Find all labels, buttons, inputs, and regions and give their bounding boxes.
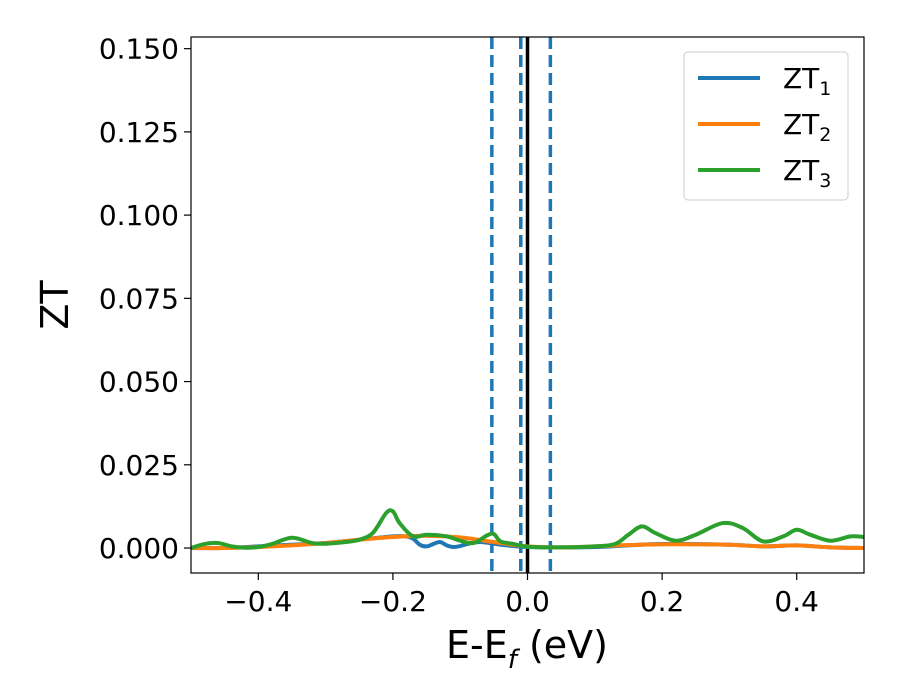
y-tick-label: 0.125	[99, 116, 179, 149]
y-axis: 0.000 0.025 0.050 0.075 0.100 0.125 0.150	[99, 33, 191, 565]
y-tick-label: 0.100	[99, 199, 179, 232]
legend-label-zt3: ZT3	[783, 154, 831, 192]
y-tick-label: 0.075	[99, 282, 179, 315]
legend-label-zt2: ZT2	[783, 108, 831, 146]
series-line-zt3	[191, 508, 864, 551]
legend-label-zt1: ZT1	[783, 62, 831, 100]
x-tick-label: −0.4	[224, 585, 292, 618]
y-tick-label: 0.050	[99, 366, 179, 399]
legend-box	[683, 51, 849, 201]
x-axis-title-base: E-E	[446, 623, 508, 667]
x-axis: −0.4 −0.2 0.0 0.2 0.4	[224, 573, 819, 618]
x-tick-label: 0.2	[640, 585, 685, 618]
reference-lines	[490, 37, 553, 573]
x-tick-label: 0.4	[774, 585, 819, 618]
x-axis-title: E-Ef (eV)	[446, 623, 608, 675]
x-tick-label: −0.2	[359, 585, 427, 618]
y-axis-title: ZT	[33, 280, 77, 330]
x-axis-title-tail: (eV)	[517, 623, 608, 667]
legend: ZT1 ZT2 ZT3	[683, 51, 849, 201]
y-tick-label: 0.025	[99, 449, 179, 482]
y-tick-label: 0.000	[99, 532, 179, 565]
series-layer	[191, 508, 864, 551]
x-tick-label: 0.0	[505, 585, 550, 618]
y-tick-label: 0.150	[99, 33, 179, 66]
